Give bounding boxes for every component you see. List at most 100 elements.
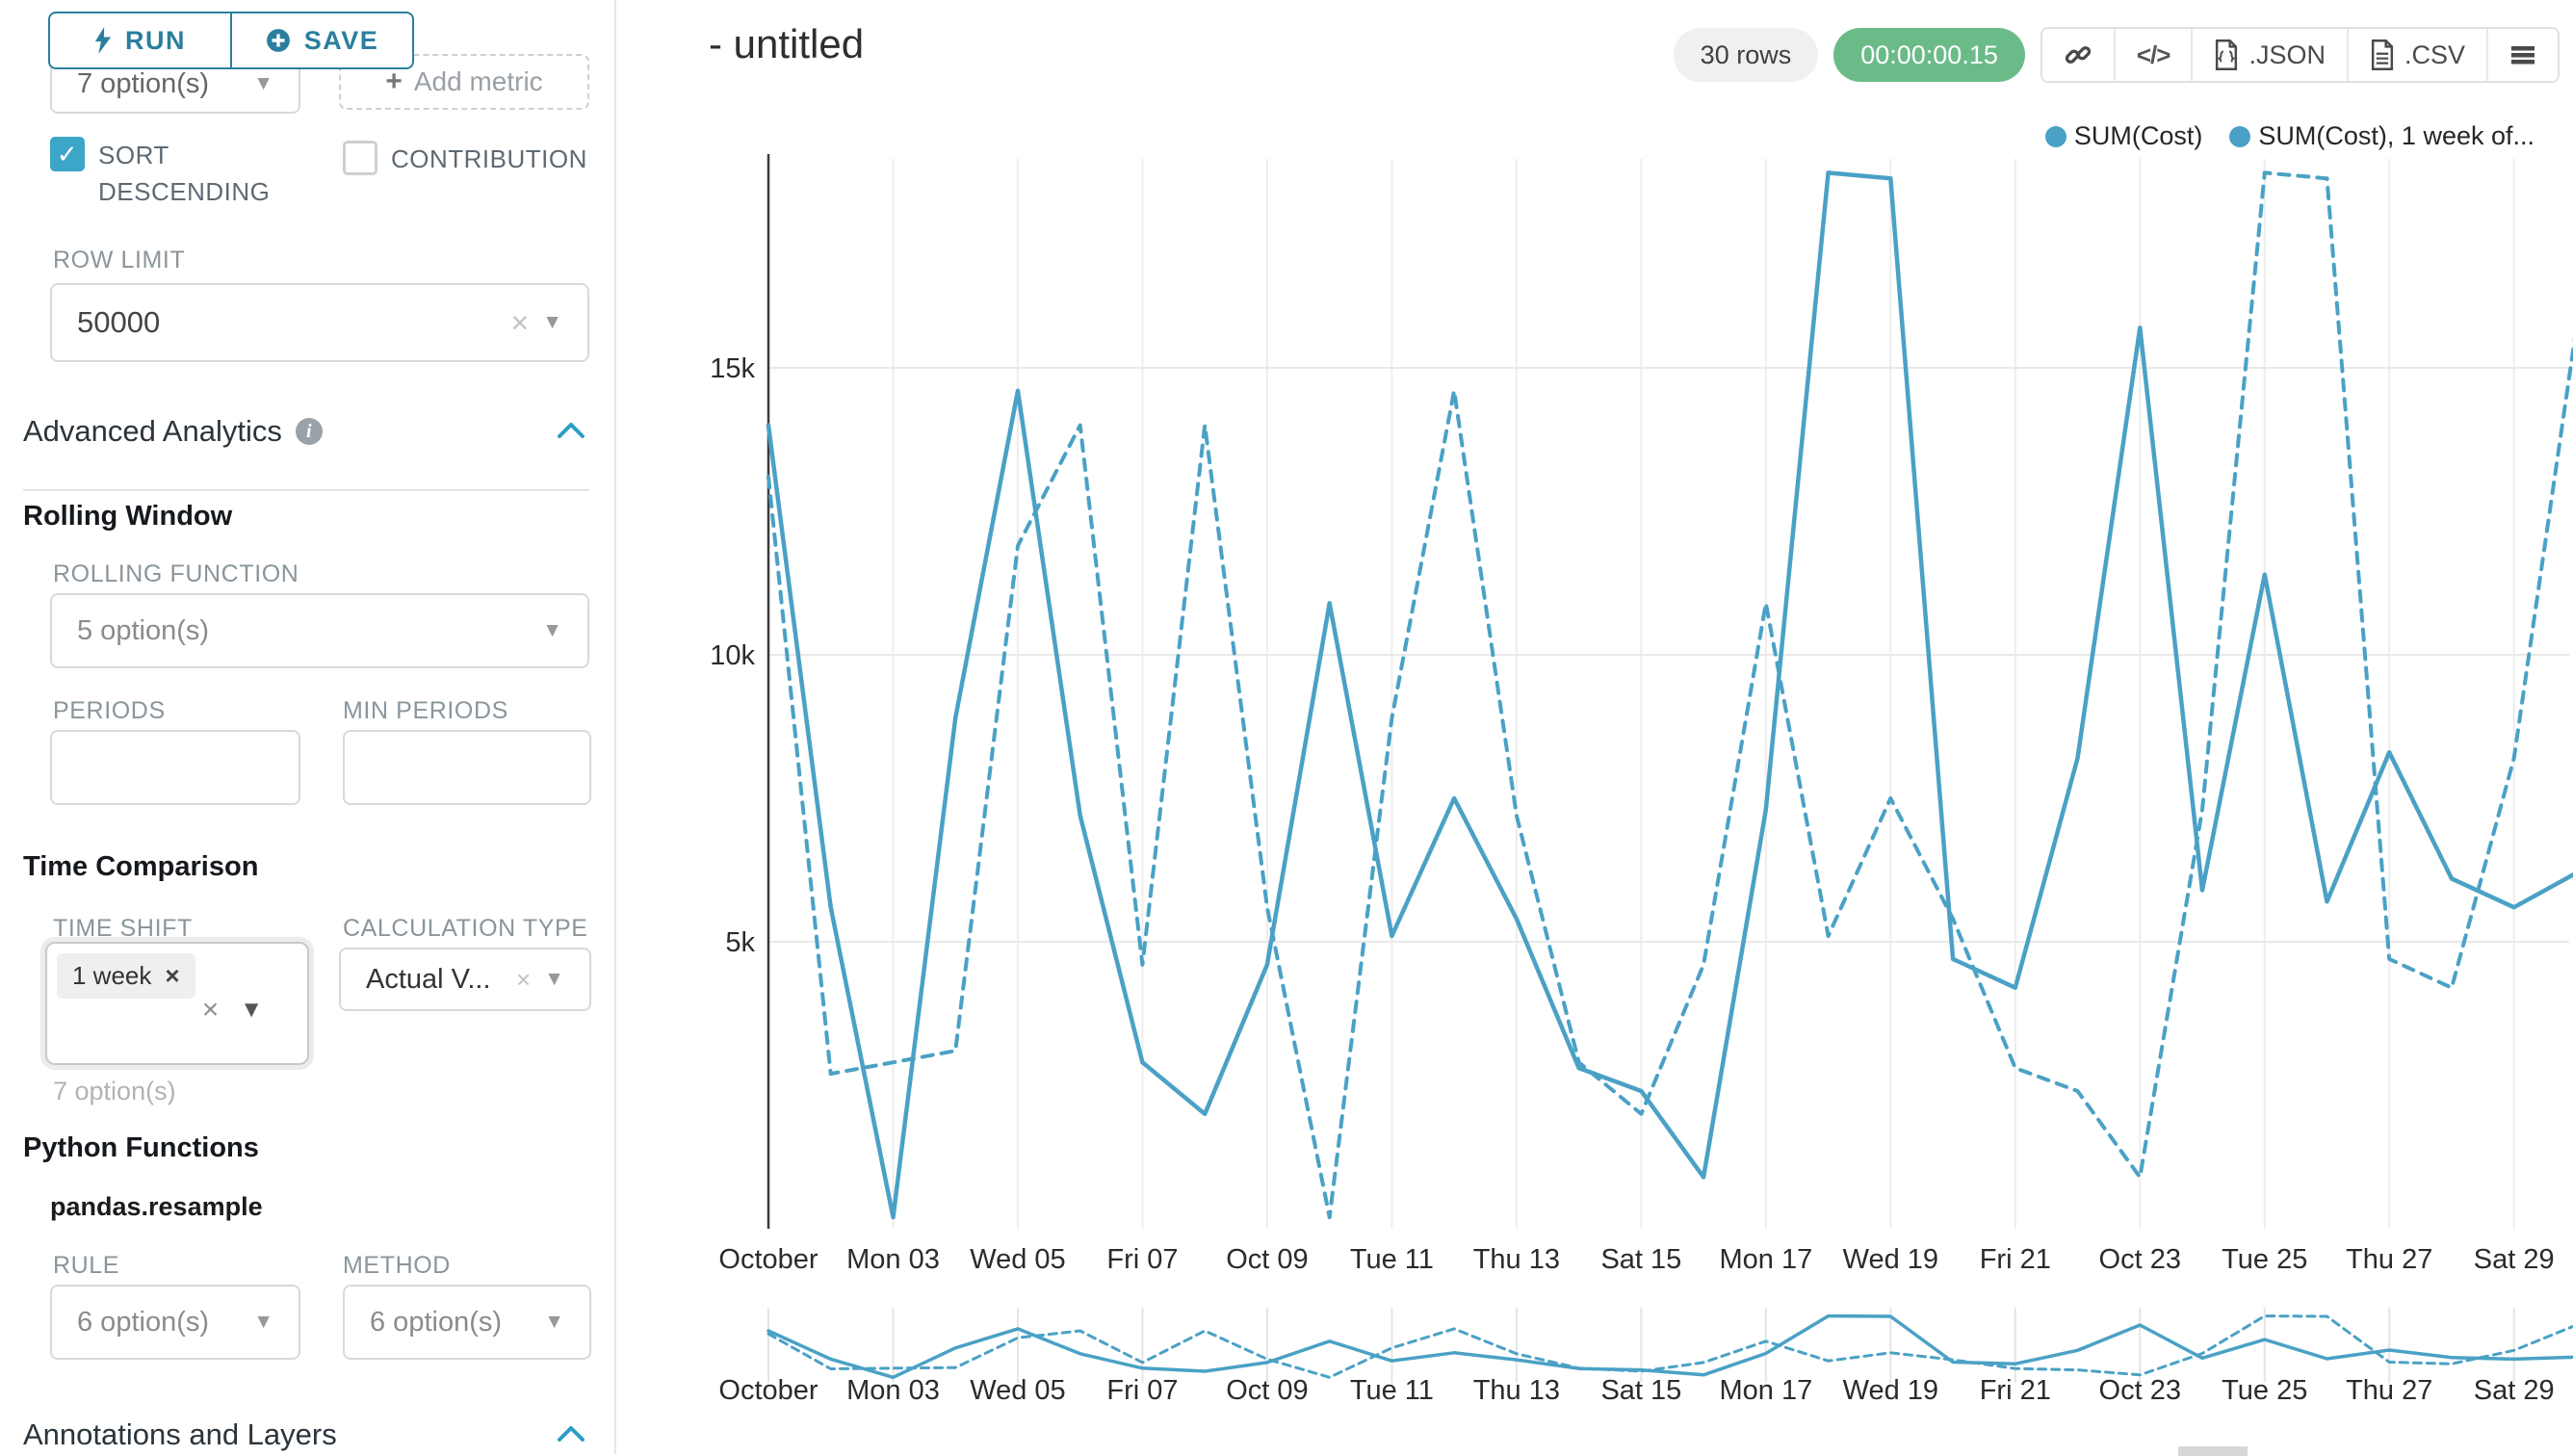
- mini-x-axis-tick-label: Fri 21: [1980, 1375, 2051, 1406]
- mini-x-axis-tick-label: Fri 07: [1106, 1375, 1178, 1406]
- rule-label: RULE: [53, 1252, 120, 1279]
- row-count-badge: 30 rows: [1673, 28, 1819, 82]
- resize-handle[interactable]: [2178, 1446, 2248, 1456]
- advanced-analytics-title: Advanced Analytics: [23, 414, 282, 448]
- rolling-function-select[interactable]: 5 option(s) ▼: [50, 593, 589, 668]
- row-limit-value: 50000: [77, 305, 161, 339]
- mini-x-axis-tick-label: Wed 05: [970, 1375, 1065, 1406]
- export-csv-label: .CSV: [2404, 39, 2465, 69]
- chevron-down-icon: ▼: [544, 1311, 564, 1333]
- legend-label: SUM(Cost), 1 week of...: [2258, 121, 2534, 150]
- chart-header-actions: 30 rows 00:00:00.15 </>: [1673, 27, 2560, 83]
- lightning-bolt-icon: [94, 27, 112, 54]
- mini-x-axis-tick-label: Sat 15: [1600, 1375, 1681, 1406]
- chevron-down-icon: ▼: [253, 72, 273, 94]
- x-axis-tick-label: Mon 17: [1719, 1244, 1812, 1275]
- mini-x-axis-tick-label: Thu 27: [2346, 1375, 2432, 1406]
- calculation-type-select[interactable]: Actual V... × ▼: [339, 948, 591, 1011]
- legend-item-sum-cost-1-week-offset[interactable]: SUM(Cost), 1 week of...: [2229, 121, 2534, 151]
- control-sidebar: RUN SAVE 7 option(s) ▼ + Add metric ✓ SO…: [0, 0, 616, 1454]
- chevron-down-icon: ▼: [542, 619, 562, 641]
- x-axis-tick-label: Thu 27: [2346, 1244, 2432, 1275]
- clear-icon[interactable]: ×: [201, 994, 220, 1026]
- plus-circle-icon: [266, 29, 290, 52]
- calculation-type-label: CALCULATION TYPE: [343, 915, 588, 942]
- collapse-chevron-up-icon[interactable]: [557, 1425, 585, 1443]
- method-value: 6 option(s): [370, 1306, 503, 1338]
- legend-item-sum-cost[interactable]: SUM(Cost): [2044, 121, 2203, 151]
- rule-value: 6 option(s): [77, 1306, 210, 1338]
- code-icon: </>: [2136, 39, 2171, 69]
- annotations-layers-header[interactable]: Annotations and Layers: [23, 1417, 337, 1452]
- rule-select[interactable]: 6 option(s) ▼: [50, 1285, 300, 1360]
- mini-x-axis-tick-label: Oct 23: [2099, 1375, 2181, 1406]
- series-line-0: [766, 170, 2573, 1220]
- method-select[interactable]: 6 option(s) ▼: [343, 1285, 591, 1360]
- clear-icon[interactable]: ×: [510, 305, 530, 340]
- mini-x-axis-tick-label: Tue 25: [2222, 1375, 2307, 1406]
- info-icon[interactable]: i: [295, 418, 323, 445]
- chevron-down-icon: ▼: [253, 1311, 273, 1333]
- legend-dot: [2229, 125, 2251, 147]
- json-file-icon: [2216, 39, 2238, 70]
- x-axis-tick-label: Thu 13: [1473, 1244, 1560, 1275]
- export-csv-button[interactable]: .CSV: [2346, 29, 2486, 81]
- clear-icon[interactable]: ×: [516, 965, 532, 994]
- add-metric-button[interactable]: + Add metric: [339, 54, 589, 110]
- rolling-window-title: Rolling Window: [23, 501, 233, 532]
- mini-x-axis-tick-label: Thu 13: [1473, 1375, 1560, 1406]
- menu-icon: [2511, 46, 2534, 65]
- chevron-down-icon: ▼: [544, 968, 564, 990]
- sort-descending-checkbox-row[interactable]: ✓ SORT DESCENDING: [50, 137, 272, 210]
- pandas-resample-label: pandas.resample: [50, 1192, 263, 1221]
- mini-x-axis-tick-label: Tue 11: [1350, 1375, 1434, 1406]
- x-axis-tick-label: October: [718, 1244, 818, 1275]
- contribution-checkbox-row[interactable]: CONTRIBUTION: [343, 141, 587, 177]
- more-options-button[interactable]: [2486, 29, 2558, 81]
- mini-series-line-1: [767, 1314, 2573, 1379]
- time-shift-helper: 7 option(s): [53, 1077, 176, 1105]
- row-limit-select[interactable]: 50000 × ▼: [50, 283, 589, 362]
- run-save-button-group: RUN SAVE: [48, 12, 414, 69]
- chart-svg[interactable]: October October Mon 03 Mon 03 Wed 05 Wed 05 Fr…: [616, 0, 2573, 1454]
- legend-dot: [2044, 125, 2066, 147]
- rolling-function-value: 5 option(s): [77, 614, 210, 646]
- collapse-chevron-up-icon[interactable]: [557, 422, 585, 439]
- mini-x-axis-tick-label: Mon 03: [846, 1375, 940, 1406]
- y-axis-tick-label: 5k: [725, 927, 755, 958]
- add-metric-label: Add metric: [413, 66, 543, 96]
- run-button[interactable]: RUN: [50, 13, 230, 67]
- x-axis-tick-label: Oct 09: [1226, 1244, 1308, 1275]
- chart-legend: SUM(Cost) SUM(Cost), 1 week of...: [2044, 121, 2534, 151]
- csv-file-icon: [2371, 39, 2394, 70]
- contribution-checkbox[interactable]: [343, 141, 377, 175]
- view-query-button[interactable]: </>: [2113, 29, 2192, 81]
- annotations-layers-title: Annotations and Layers: [23, 1417, 337, 1451]
- time-comparison-title: Time Comparison: [23, 851, 259, 882]
- groupby-select-value: 7 option(s): [77, 67, 210, 99]
- mini-x-axis-tick-label: Mon 17: [1719, 1375, 1812, 1406]
- advanced-analytics-header[interactable]: Advanced Analytics i: [23, 414, 323, 449]
- x-axis-tick-label: Fri 07: [1106, 1244, 1178, 1275]
- legend-label: SUM(Cost): [2073, 121, 2203, 150]
- y-axis-tick-label: 10k: [710, 640, 755, 671]
- export-json-button[interactable]: .JSON: [2191, 29, 2347, 81]
- time-shift-multiselect[interactable]: 1 week × × ▼: [45, 942, 309, 1065]
- row-limit-label: ROW LIMIT: [53, 247, 186, 273]
- x-axis-tick-label: Sat 29: [2474, 1244, 2555, 1275]
- sort-descending-checkbox[interactable]: ✓: [50, 137, 85, 171]
- x-axis-tick-label: Sat 15: [1600, 1244, 1681, 1275]
- chevron-down-icon: ▼: [240, 997, 263, 1023]
- python-functions-title: Python Functions: [23, 1132, 259, 1163]
- save-button-label: SAVE: [303, 25, 379, 55]
- periods-input[interactable]: [50, 730, 300, 805]
- remove-chip-icon[interactable]: ×: [165, 961, 180, 990]
- save-button[interactable]: SAVE: [230, 13, 412, 67]
- series-line-1: [767, 170, 2573, 1220]
- y-axis-tick-label: 15k: [710, 353, 755, 384]
- x-axis-tick-label: Oct 23: [2099, 1244, 2181, 1275]
- query-timer-badge: 00:00:00.15: [1833, 28, 2025, 82]
- mini-x-axis-tick-label: Oct 09: [1226, 1375, 1308, 1406]
- min-periods-input[interactable]: [343, 730, 591, 805]
- share-link-button[interactable]: [2041, 29, 2114, 81]
